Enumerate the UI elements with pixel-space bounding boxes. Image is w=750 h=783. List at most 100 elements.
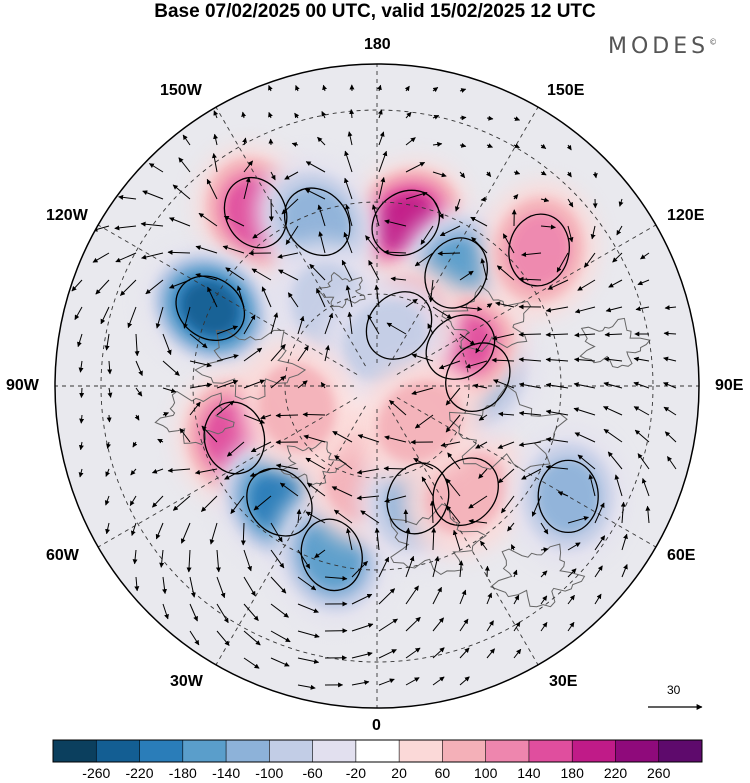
colorbar-segment	[139, 740, 184, 762]
wind-arrow	[471, 236, 488, 254]
wind-arrow	[432, 617, 444, 632]
wind-arrow	[213, 133, 219, 146]
wind-arrow	[603, 381, 623, 389]
contour-ring	[537, 459, 599, 534]
wind-arrow	[107, 360, 113, 375]
wind-arrow	[374, 527, 380, 551]
wind-arrow	[603, 428, 623, 443]
wind-arrow	[567, 225, 574, 243]
wind-arrow	[567, 594, 575, 605]
wind-arrow	[230, 495, 245, 514]
wind-arrow	[215, 549, 221, 573]
wind-arrow	[637, 453, 650, 470]
wind-arrow	[104, 495, 110, 506]
wind-arrow	[182, 134, 191, 146]
wind-arrow	[365, 235, 380, 254]
wind-arrow	[429, 500, 435, 524]
label-0: 0	[372, 717, 381, 734]
wind-arrow	[427, 323, 434, 335]
wind-arrow	[324, 312, 334, 335]
wind-arrow	[459, 171, 466, 179]
wind-arrow	[107, 387, 113, 398]
colorbar-tick-label: -140	[212, 765, 241, 781]
wind-arrow	[297, 380, 308, 389]
wind-arrow	[351, 593, 373, 605]
wind-arrow	[189, 576, 196, 598]
wind-arrow	[512, 569, 518, 578]
wind-arrow	[145, 279, 164, 295]
wind-arrow	[518, 382, 542, 389]
wind-arrow	[157, 438, 164, 444]
colorbar-frame	[52, 739, 703, 763]
wind-arrow	[243, 379, 266, 389]
wind-arrow	[633, 381, 650, 389]
wind-arrow	[531, 495, 542, 517]
label-60w: 60W	[46, 547, 79, 564]
wind-arrow	[378, 649, 397, 659]
wind-arrow	[428, 279, 434, 303]
wind-arrow	[207, 286, 218, 308]
wind-arrow	[557, 491, 569, 497]
modes-logo: MODES©	[608, 34, 717, 59]
wind-arrow	[260, 414, 272, 420]
wind-arrow	[608, 279, 623, 288]
vector-reference-value: 30	[667, 683, 681, 697]
colorbar-tick-label: -180	[168, 765, 197, 781]
wind-arrow	[567, 621, 575, 632]
wind-arrow	[278, 269, 299, 281]
wind-arrow	[386, 322, 407, 335]
wind-arrow	[250, 441, 272, 453]
wind-arrow	[405, 298, 418, 308]
wind-arrow	[270, 375, 286, 389]
wind-arrow	[209, 522, 218, 545]
wind-arrow	[445, 387, 461, 406]
wind-arrow	[295, 85, 300, 92]
wind-arrow	[155, 306, 164, 329]
wind-arrow	[114, 225, 137, 231]
wind-arrow	[521, 252, 542, 258]
wind-arrow	[545, 464, 569, 470]
wind-arrow	[459, 115, 467, 121]
wind-arrow	[356, 468, 380, 475]
wind-arrow	[270, 603, 289, 618]
wind-arrow	[376, 84, 382, 92]
wind-arrow	[664, 431, 677, 443]
wind-arrow	[432, 647, 445, 659]
wind-arrow	[297, 576, 317, 591]
wind-arrow	[438, 360, 461, 370]
wind-arrow	[521, 468, 542, 480]
latitude-circle	[100, 109, 654, 663]
wind-arrow	[405, 161, 426, 173]
coastline-segment	[448, 385, 568, 472]
anomaly-center	[510, 427, 627, 565]
wind-arrow	[621, 533, 628, 551]
wind-arrow	[236, 285, 245, 308]
map-title: Base 07/02/2025 00 UTC, valid 15/02/2025…	[154, 1, 596, 22]
wind-arrow	[251, 268, 272, 281]
coastline-segment	[441, 284, 532, 352]
contour-lines	[175, 177, 599, 592]
wind-arrow	[432, 586, 442, 605]
wind-arrow	[243, 314, 256, 335]
wind-arrow	[405, 191, 428, 200]
wind-arrow	[567, 568, 577, 578]
wind-arrow	[378, 678, 395, 686]
wind-arrow	[270, 344, 286, 362]
wind-arrow	[100, 306, 110, 325]
wind-arrow	[446, 505, 461, 524]
wind-arrow	[459, 270, 474, 281]
wind-arrow	[268, 198, 274, 222]
wind-arrow	[120, 279, 137, 296]
wind-arrow	[243, 414, 265, 424]
wind-arrow	[411, 387, 434, 396]
wind-arrow	[224, 468, 245, 480]
wind-arrow	[405, 111, 412, 119]
wind-arrow	[454, 198, 461, 212]
wind-arrow	[172, 495, 191, 511]
contour-ring	[445, 342, 511, 412]
wind-arrow	[567, 542, 581, 551]
wind-arrow	[421, 476, 434, 497]
contour-ring	[283, 187, 351, 257]
meridian-line	[396, 397, 657, 548]
wind-arrow	[347, 311, 353, 335]
